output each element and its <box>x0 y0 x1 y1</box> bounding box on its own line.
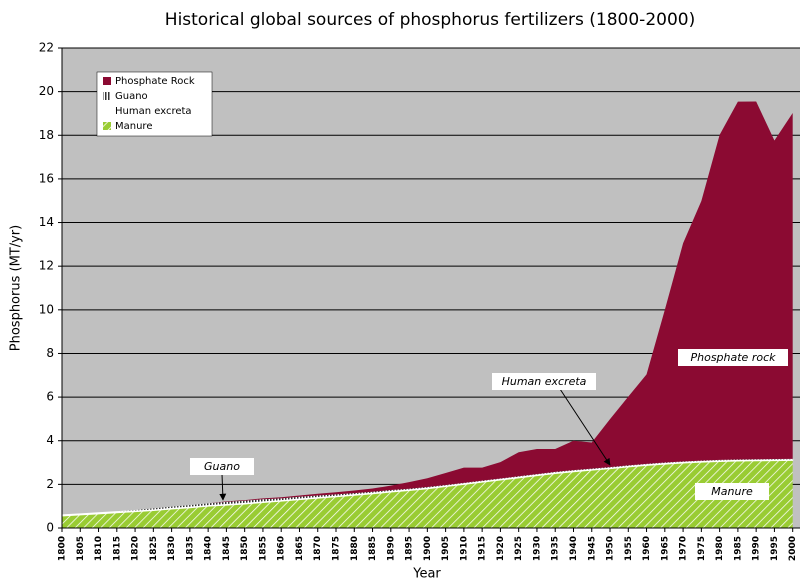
x-tick-label: 1875 <box>332 536 342 561</box>
x-tick-label: 1885 <box>368 536 378 561</box>
x-tick-label: 1860 <box>277 536 287 561</box>
x-tick-label: 1815 <box>112 536 122 561</box>
y-tick-label: 10 <box>39 302 54 316</box>
x-axis-title: Year <box>412 567 441 581</box>
x-tick-label: 1800 <box>58 536 68 561</box>
legend-label: Manure <box>115 121 152 132</box>
x-tick-label: 1805 <box>76 536 86 561</box>
y-tick-label: 16 <box>39 171 54 185</box>
annotation: Phosphate rock <box>690 351 776 364</box>
annotation: Manure <box>711 485 753 498</box>
annotation-arrow <box>219 473 227 501</box>
chart-title: Historical global sources of phosphorus … <box>165 10 695 30</box>
x-tick-label: 1830 <box>167 536 177 561</box>
x-tick-label: 1915 <box>478 536 488 561</box>
legend-swatch <box>103 92 111 100</box>
x-tick-label: 1825 <box>149 536 159 561</box>
x-tick-label: 1865 <box>295 536 305 561</box>
legend-swatch <box>103 107 111 115</box>
x-tick-label: 1850 <box>240 536 250 561</box>
x-tick-label: 1905 <box>441 536 451 561</box>
x-tick-label: 1835 <box>185 536 195 561</box>
legend-swatch <box>103 122 111 130</box>
x-tick-label: 1965 <box>660 536 670 561</box>
annotation-box <box>678 349 788 366</box>
annotation: Guano <box>204 460 240 473</box>
y-tick-label: 18 <box>39 128 54 142</box>
y-tick-label: 12 <box>39 259 54 273</box>
annotation-box <box>492 373 596 390</box>
annotation-box <box>190 458 254 475</box>
annotation-arrow <box>559 388 611 466</box>
y-tick-label: 4 <box>46 433 54 447</box>
x-tick-label: 1960 <box>642 536 652 561</box>
x-tick-label: 1990 <box>752 536 762 561</box>
x-tick-label: 1820 <box>131 536 141 561</box>
x-tick-label: 1890 <box>386 536 396 561</box>
x-tick-label: 1870 <box>313 536 323 561</box>
x-tick-label: 1845 <box>222 536 232 561</box>
area <box>62 460 793 528</box>
x-tick-label: 1880 <box>350 536 360 561</box>
area <box>62 101 793 515</box>
annotation: Human excreta <box>502 375 587 388</box>
x-tick-label: 1970 <box>679 536 689 561</box>
area <box>62 458 793 515</box>
x-tick-label: 1955 <box>624 536 634 561</box>
annotation-box <box>695 483 769 500</box>
x-tick-label: 1950 <box>606 536 616 561</box>
x-tick-label: 1945 <box>587 536 597 561</box>
y-tick-label: 14 <box>39 215 54 229</box>
y-tick-label: 20 <box>39 84 54 98</box>
y-tick-label: 8 <box>46 346 54 360</box>
legend-swatch <box>103 77 111 85</box>
y-tick-label: 6 <box>46 390 54 404</box>
x-tick-label: 1980 <box>715 536 725 561</box>
x-tick-label: 1995 <box>770 536 780 561</box>
legend-box <box>96 71 213 137</box>
x-tick-label: 1975 <box>697 536 707 561</box>
y-tick-label: 22 <box>39 41 54 55</box>
x-tick-label: 1930 <box>532 536 542 561</box>
x-tick-label: 1985 <box>733 536 743 561</box>
x-tick-label: 1895 <box>405 536 415 561</box>
legend-label: Guano <box>115 91 148 102</box>
x-tick-label: 1900 <box>423 536 433 561</box>
x-tick-label: 1855 <box>258 536 268 561</box>
y-axis-title: Phosphorus (MT/yr) <box>9 225 24 351</box>
x-tick-label: 1840 <box>204 536 214 561</box>
x-tick-label: 1925 <box>514 536 524 561</box>
x-tick-label: 1940 <box>569 536 579 561</box>
x-tick-label: 1920 <box>496 536 506 561</box>
legend-label: Phosphate Rock <box>115 76 195 87</box>
x-tick-label: 1810 <box>94 536 104 561</box>
legend-label: Human excreta <box>115 106 192 117</box>
x-tick-label: 1935 <box>551 536 561 561</box>
x-tick-label: 1910 <box>459 536 469 561</box>
y-tick-label: 2 <box>46 477 54 491</box>
x-tick-label: 2000 <box>788 536 798 561</box>
y-tick-label: 0 <box>46 521 54 535</box>
